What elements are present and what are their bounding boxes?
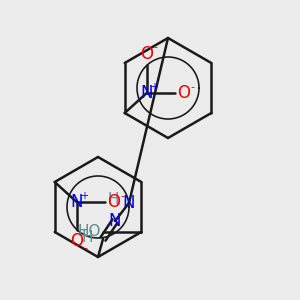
Text: N: N: [140, 84, 153, 102]
Text: H: H: [107, 191, 119, 206]
Text: -: -: [154, 42, 158, 52]
Text: +: +: [80, 191, 88, 201]
Text: -: -: [191, 82, 195, 92]
Text: O: O: [177, 84, 190, 102]
Text: N: N: [123, 194, 135, 212]
Text: O: O: [140, 45, 153, 63]
Text: N: N: [70, 193, 83, 211]
Text: N: N: [109, 212, 121, 230]
Text: -: -: [121, 191, 125, 201]
Text: -: -: [84, 243, 88, 253]
Text: H: H: [81, 230, 93, 244]
Text: +: +: [150, 82, 158, 92]
Text: HO: HO: [78, 224, 101, 239]
Text: O: O: [107, 193, 120, 211]
Text: O: O: [70, 232, 83, 250]
